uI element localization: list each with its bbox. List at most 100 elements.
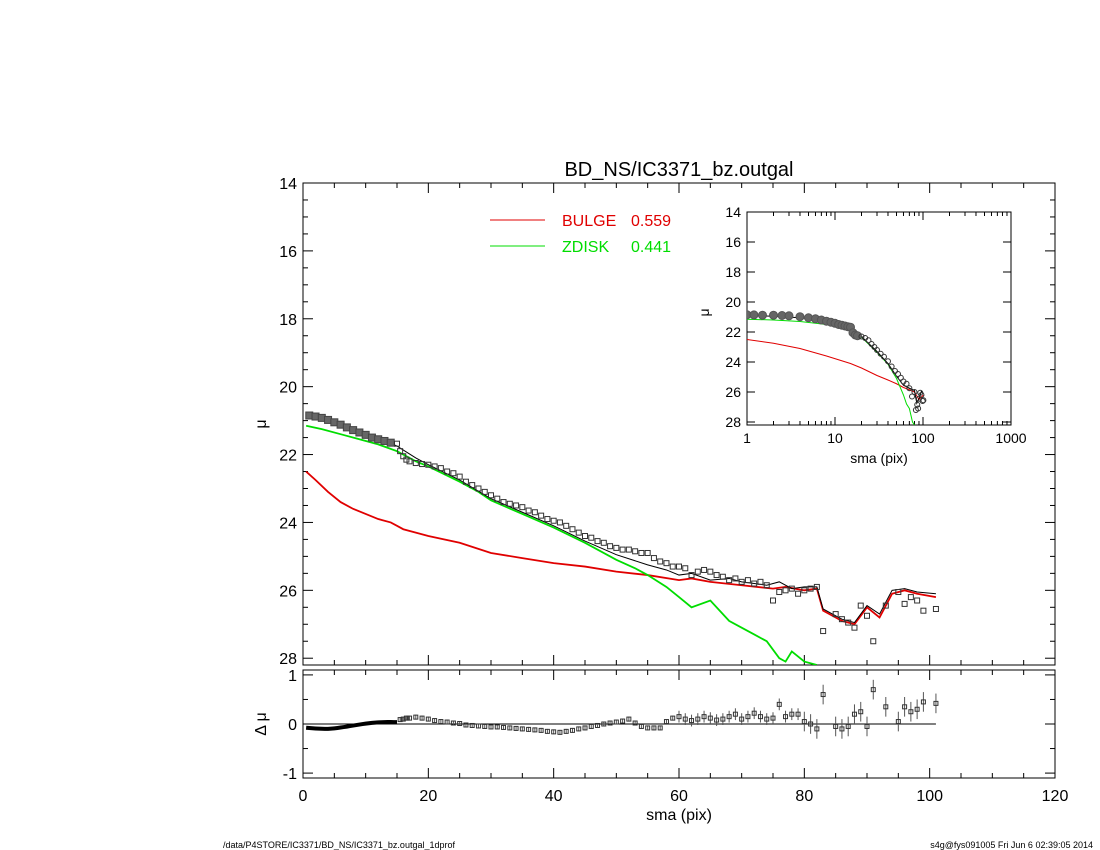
- residual-point: [851, 711, 857, 717]
- data-point: [419, 461, 426, 468]
- inset-data-point: [895, 371, 902, 377]
- residual-point: [770, 715, 776, 721]
- y-tick-label: 16: [279, 244, 297, 261]
- residual-point: [657, 725, 663, 731]
- residual-point: [501, 724, 507, 730]
- data-point: [795, 590, 802, 597]
- residual-point: [663, 719, 669, 725]
- inset-y-tick-label: 24: [725, 354, 741, 370]
- data-point: [594, 538, 601, 545]
- x-tick-label: 40: [545, 788, 563, 805]
- residual-point: [814, 726, 820, 732]
- residual-point: [883, 704, 889, 710]
- residual-point: [695, 716, 701, 722]
- residual-dense-curve: [305, 720, 398, 731]
- data-point: [538, 512, 545, 519]
- data-point: [462, 478, 469, 485]
- residual-point: [757, 714, 763, 720]
- data-point: [400, 453, 407, 460]
- residual-point: [920, 699, 926, 705]
- x-tick-label: 0: [299, 788, 308, 805]
- inset-data-point: [784, 311, 794, 321]
- data-point: [531, 509, 538, 516]
- residual-point: [507, 725, 513, 731]
- data-point: [625, 546, 632, 553]
- inset-data-point: [919, 398, 926, 404]
- y-tick-label: 20: [279, 380, 297, 397]
- inset-x-axis-label: sma (pix): [850, 450, 908, 466]
- data-point: [500, 499, 507, 506]
- data-point: [397, 448, 404, 455]
- data-point: [782, 587, 789, 594]
- zdisk-model-line: [305, 424, 818, 665]
- data-point: [719, 573, 726, 580]
- residual-point: [403, 715, 409, 721]
- residual-point: [845, 723, 851, 729]
- inset-bulge-line: [747, 339, 924, 401]
- data-point: [682, 565, 689, 572]
- data-point: [632, 548, 639, 555]
- residual-point: [432, 718, 438, 724]
- residual-point: [413, 714, 419, 720]
- data-point: [807, 585, 814, 592]
- inset-y-axis-label: μ: [696, 308, 712, 316]
- data-point: [607, 543, 614, 550]
- residual-point: [450, 720, 456, 726]
- inset-y-tick-label: 22: [725, 324, 741, 340]
- data-point: [563, 522, 570, 529]
- y-tick-label: 18: [279, 312, 297, 329]
- data-point: [701, 566, 708, 573]
- residual-point: [670, 715, 676, 721]
- inset-x-tick-label: 1000: [995, 430, 1026, 446]
- inset-data-point: [888, 363, 895, 370]
- residual-point: [620, 718, 626, 724]
- residual-point: [576, 726, 582, 732]
- residual-point: [739, 716, 745, 722]
- data-point: [638, 549, 645, 556]
- data-point: [488, 492, 494, 499]
- inset-data-point: [749, 310, 759, 320]
- x-tick-label: 60: [670, 788, 688, 805]
- residual-point: [588, 723, 594, 729]
- residual-point: [613, 719, 619, 725]
- inset-y-tick-label: 16: [725, 234, 741, 250]
- residual-point: [526, 726, 532, 732]
- data-point: [676, 563, 682, 570]
- data-point: [481, 488, 488, 495]
- data-point: [425, 461, 432, 468]
- residual-point: [714, 717, 720, 723]
- inset-y-tick-label: 26: [725, 384, 741, 400]
- data-point: [713, 572, 720, 579]
- inset-data-point: [757, 310, 767, 320]
- residual-point: [563, 728, 569, 734]
- residual-point: [682, 716, 688, 722]
- legend-label-bulge: BULGE: [562, 213, 616, 230]
- residual-point: [601, 721, 607, 727]
- inset-y-tick-label: 18: [725, 264, 741, 280]
- data-point: [901, 600, 908, 607]
- data-point: [820, 628, 827, 635]
- data-point: [475, 485, 482, 492]
- residual-point: [557, 729, 563, 735]
- total-model-line: [306, 416, 936, 624]
- residual-point: [569, 727, 575, 733]
- residual-point: [707, 715, 713, 721]
- residual-point: [833, 723, 839, 729]
- inset-data-point: [906, 385, 913, 392]
- residual-point: [532, 727, 538, 733]
- inset-data-point: [858, 333, 865, 340]
- data-point: [519, 504, 526, 511]
- data-point: [575, 529, 582, 536]
- residual-point: [488, 724, 494, 730]
- inset-data-point: [909, 393, 916, 400]
- data-point: [613, 544, 620, 551]
- data-point: [776, 589, 783, 596]
- inset-y-tick-label: 14: [725, 204, 741, 220]
- residual-point: [482, 723, 488, 729]
- residual-point: [864, 723, 870, 729]
- data-point: [437, 465, 444, 472]
- x-tick-label: 100: [916, 788, 943, 805]
- inset-data-point: [911, 389, 918, 395]
